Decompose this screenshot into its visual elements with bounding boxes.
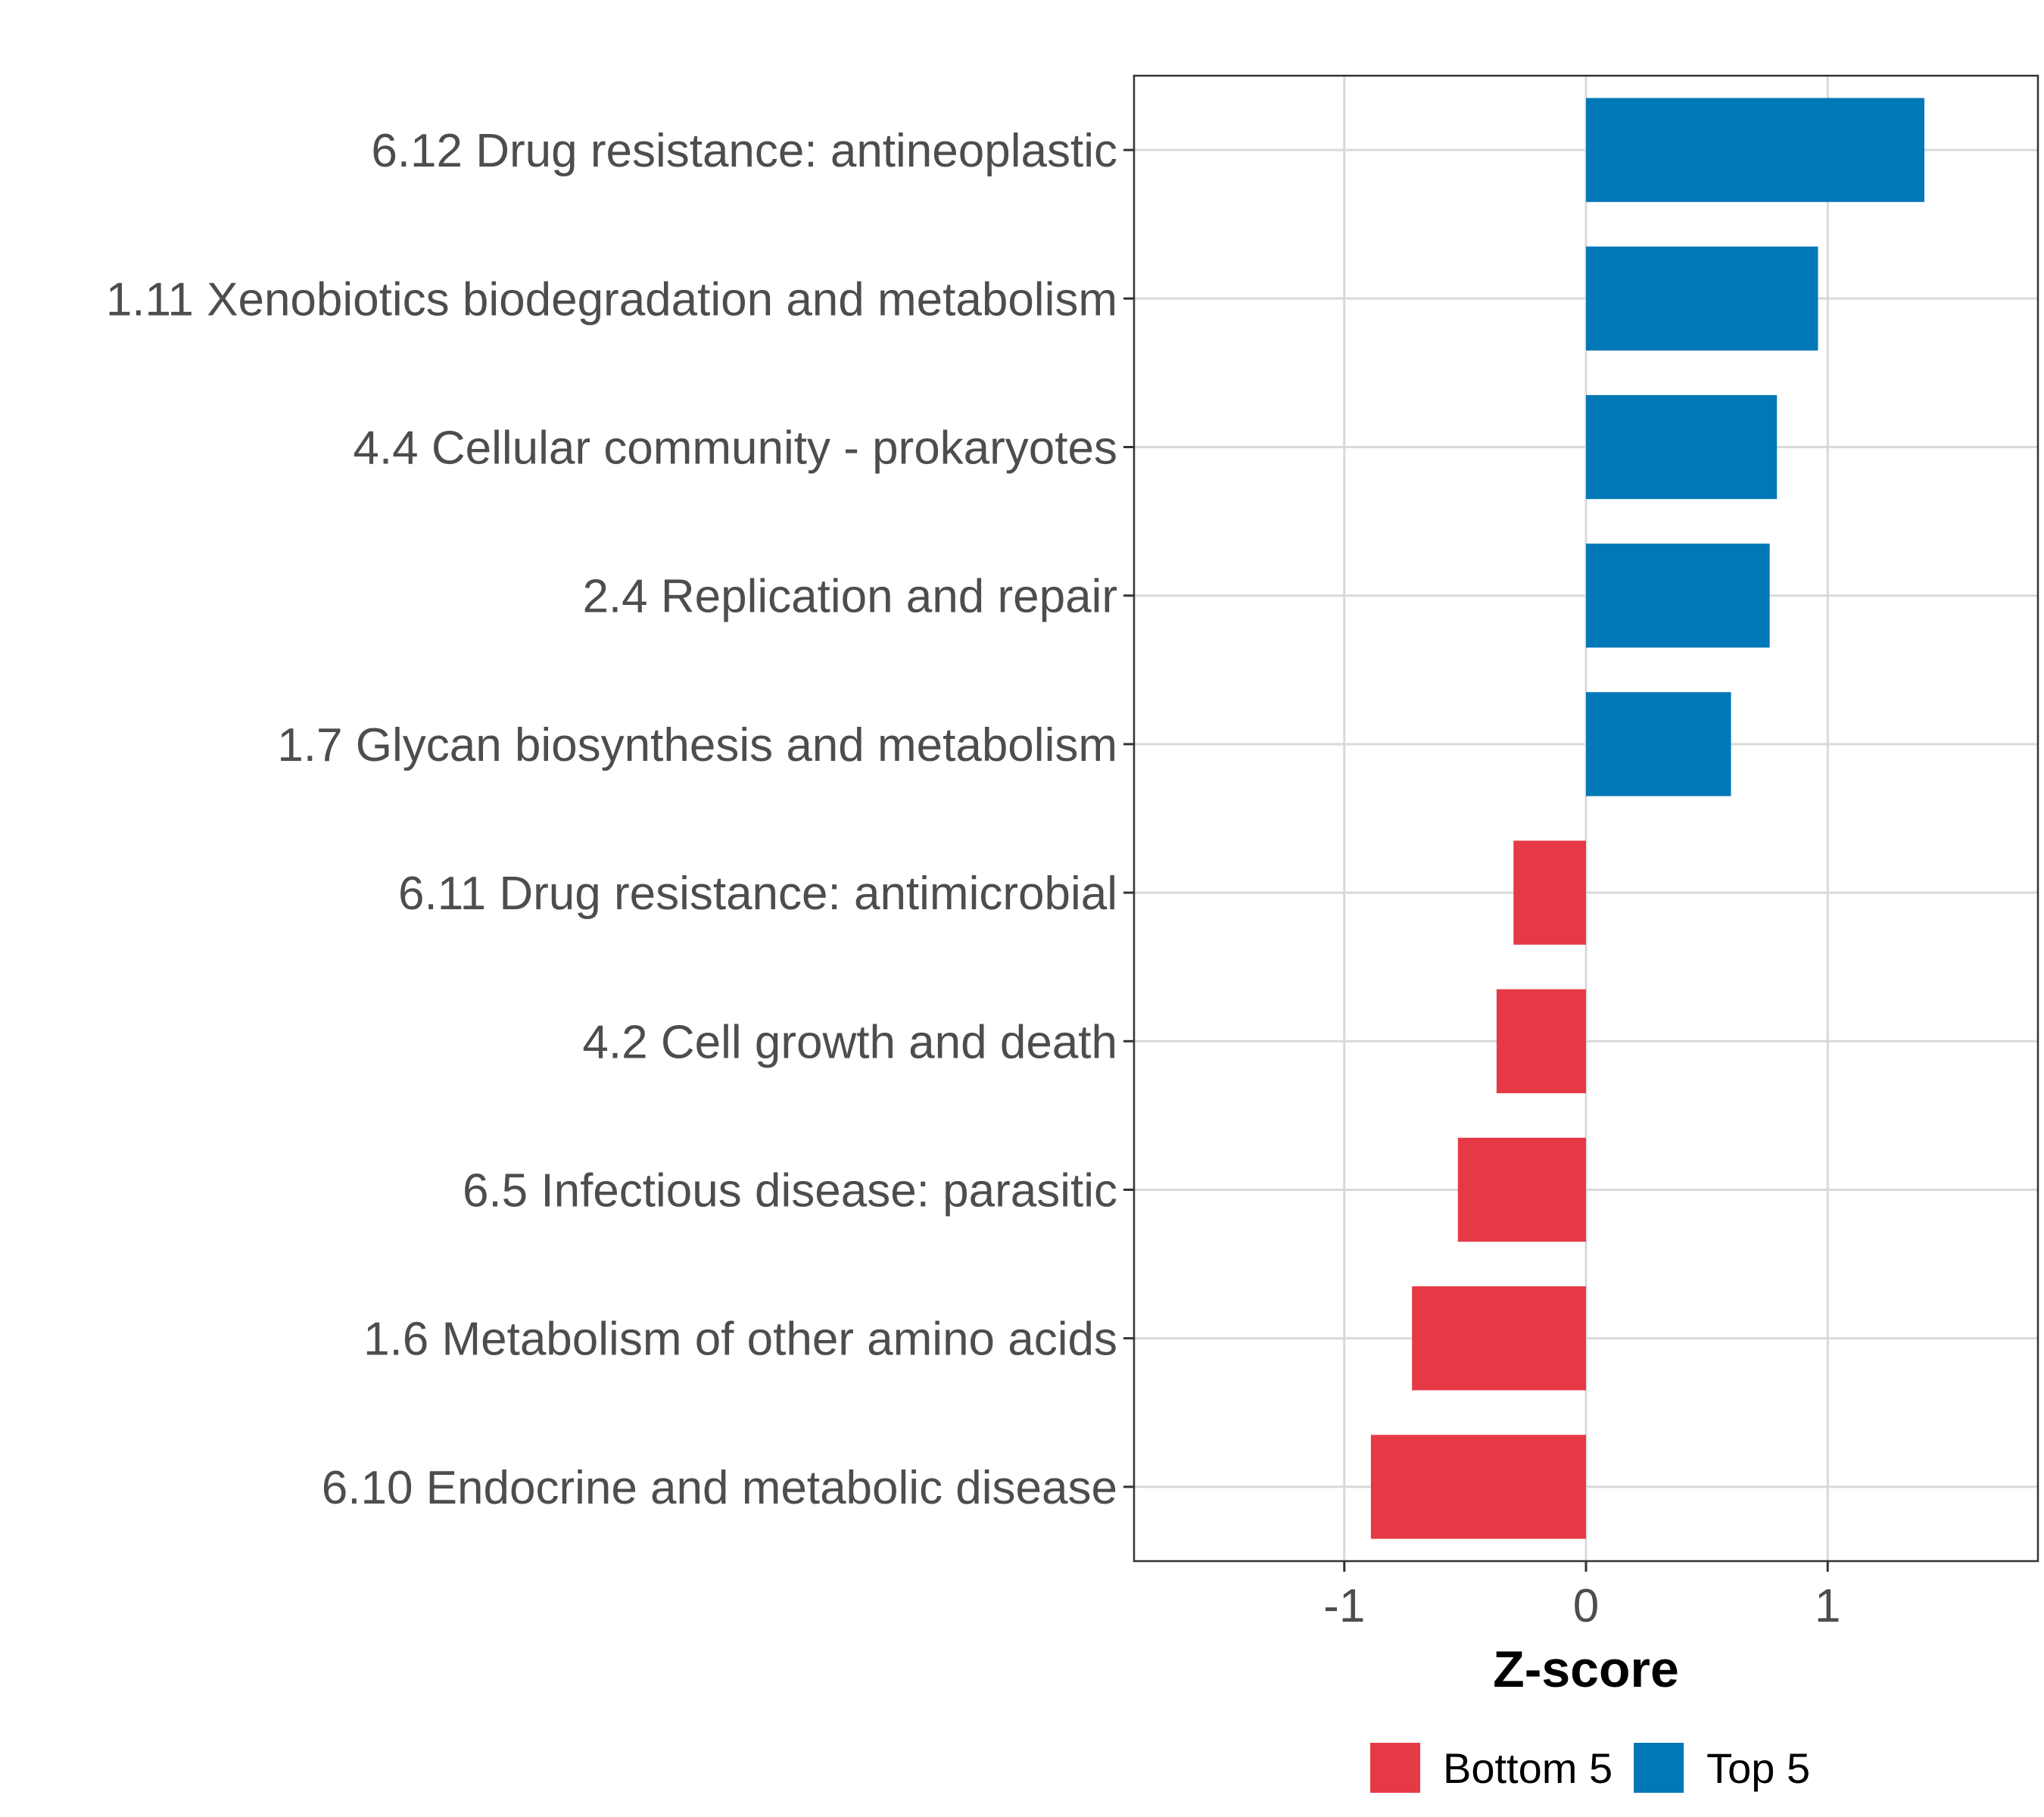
category-label: 6.5 Infectious disease: parasitic xyxy=(463,1165,1117,1217)
legend: Bottom 5 Top 5 xyxy=(1370,1743,1810,1793)
bars xyxy=(1370,98,1924,1539)
legend-label: Top 5 xyxy=(1706,1744,1810,1792)
category-label: 1.7 Glycan biosynthesis and metabolism xyxy=(277,719,1117,771)
bar xyxy=(1586,394,1778,500)
category-labels: 6.12 Drug resistance: antineoplastic 1.11… xyxy=(106,125,1117,1514)
bar xyxy=(1586,98,1924,202)
x-axis-title: Z-score xyxy=(1493,1641,1679,1698)
x-tick-label: 0 xyxy=(1573,1580,1599,1632)
bar xyxy=(1370,1435,1586,1539)
category-label: 6.12 Drug resistance: antineoplastic xyxy=(371,125,1117,177)
x-axis-ticks: -1 0 1 xyxy=(1323,1561,1840,1632)
bar xyxy=(1513,840,1586,945)
category-label: 1.11 Xenobiotics biodegradation and meta… xyxy=(106,273,1117,326)
legend-swatch xyxy=(1370,1743,1420,1793)
category-label: 6.10 Endocrine and metabolic disease xyxy=(322,1462,1117,1514)
bar xyxy=(1412,1286,1586,1391)
category-label: 1.6 Metabolism of other amino acids xyxy=(363,1314,1117,1366)
bar xyxy=(1496,989,1586,1093)
legend-label: Bottom 5 xyxy=(1443,1744,1612,1792)
legend-swatch xyxy=(1634,1743,1684,1793)
category-label: 4.4 Cellular community - prokaryotes xyxy=(353,422,1117,475)
category-label: 6.11 Drug resistance: antimicrobial xyxy=(398,868,1117,920)
x-tick-label: -1 xyxy=(1323,1580,1365,1632)
bar xyxy=(1586,544,1770,648)
bar xyxy=(1586,246,1818,351)
bar xyxy=(1586,692,1731,796)
bar xyxy=(1457,1137,1586,1242)
category-ticks xyxy=(1123,148,1134,1488)
category-label: 4.2 Cell growth and death xyxy=(582,1016,1117,1068)
x-tick-label: 1 xyxy=(1815,1580,1840,1632)
category-label: 2.4 Replication and repair xyxy=(582,571,1117,623)
